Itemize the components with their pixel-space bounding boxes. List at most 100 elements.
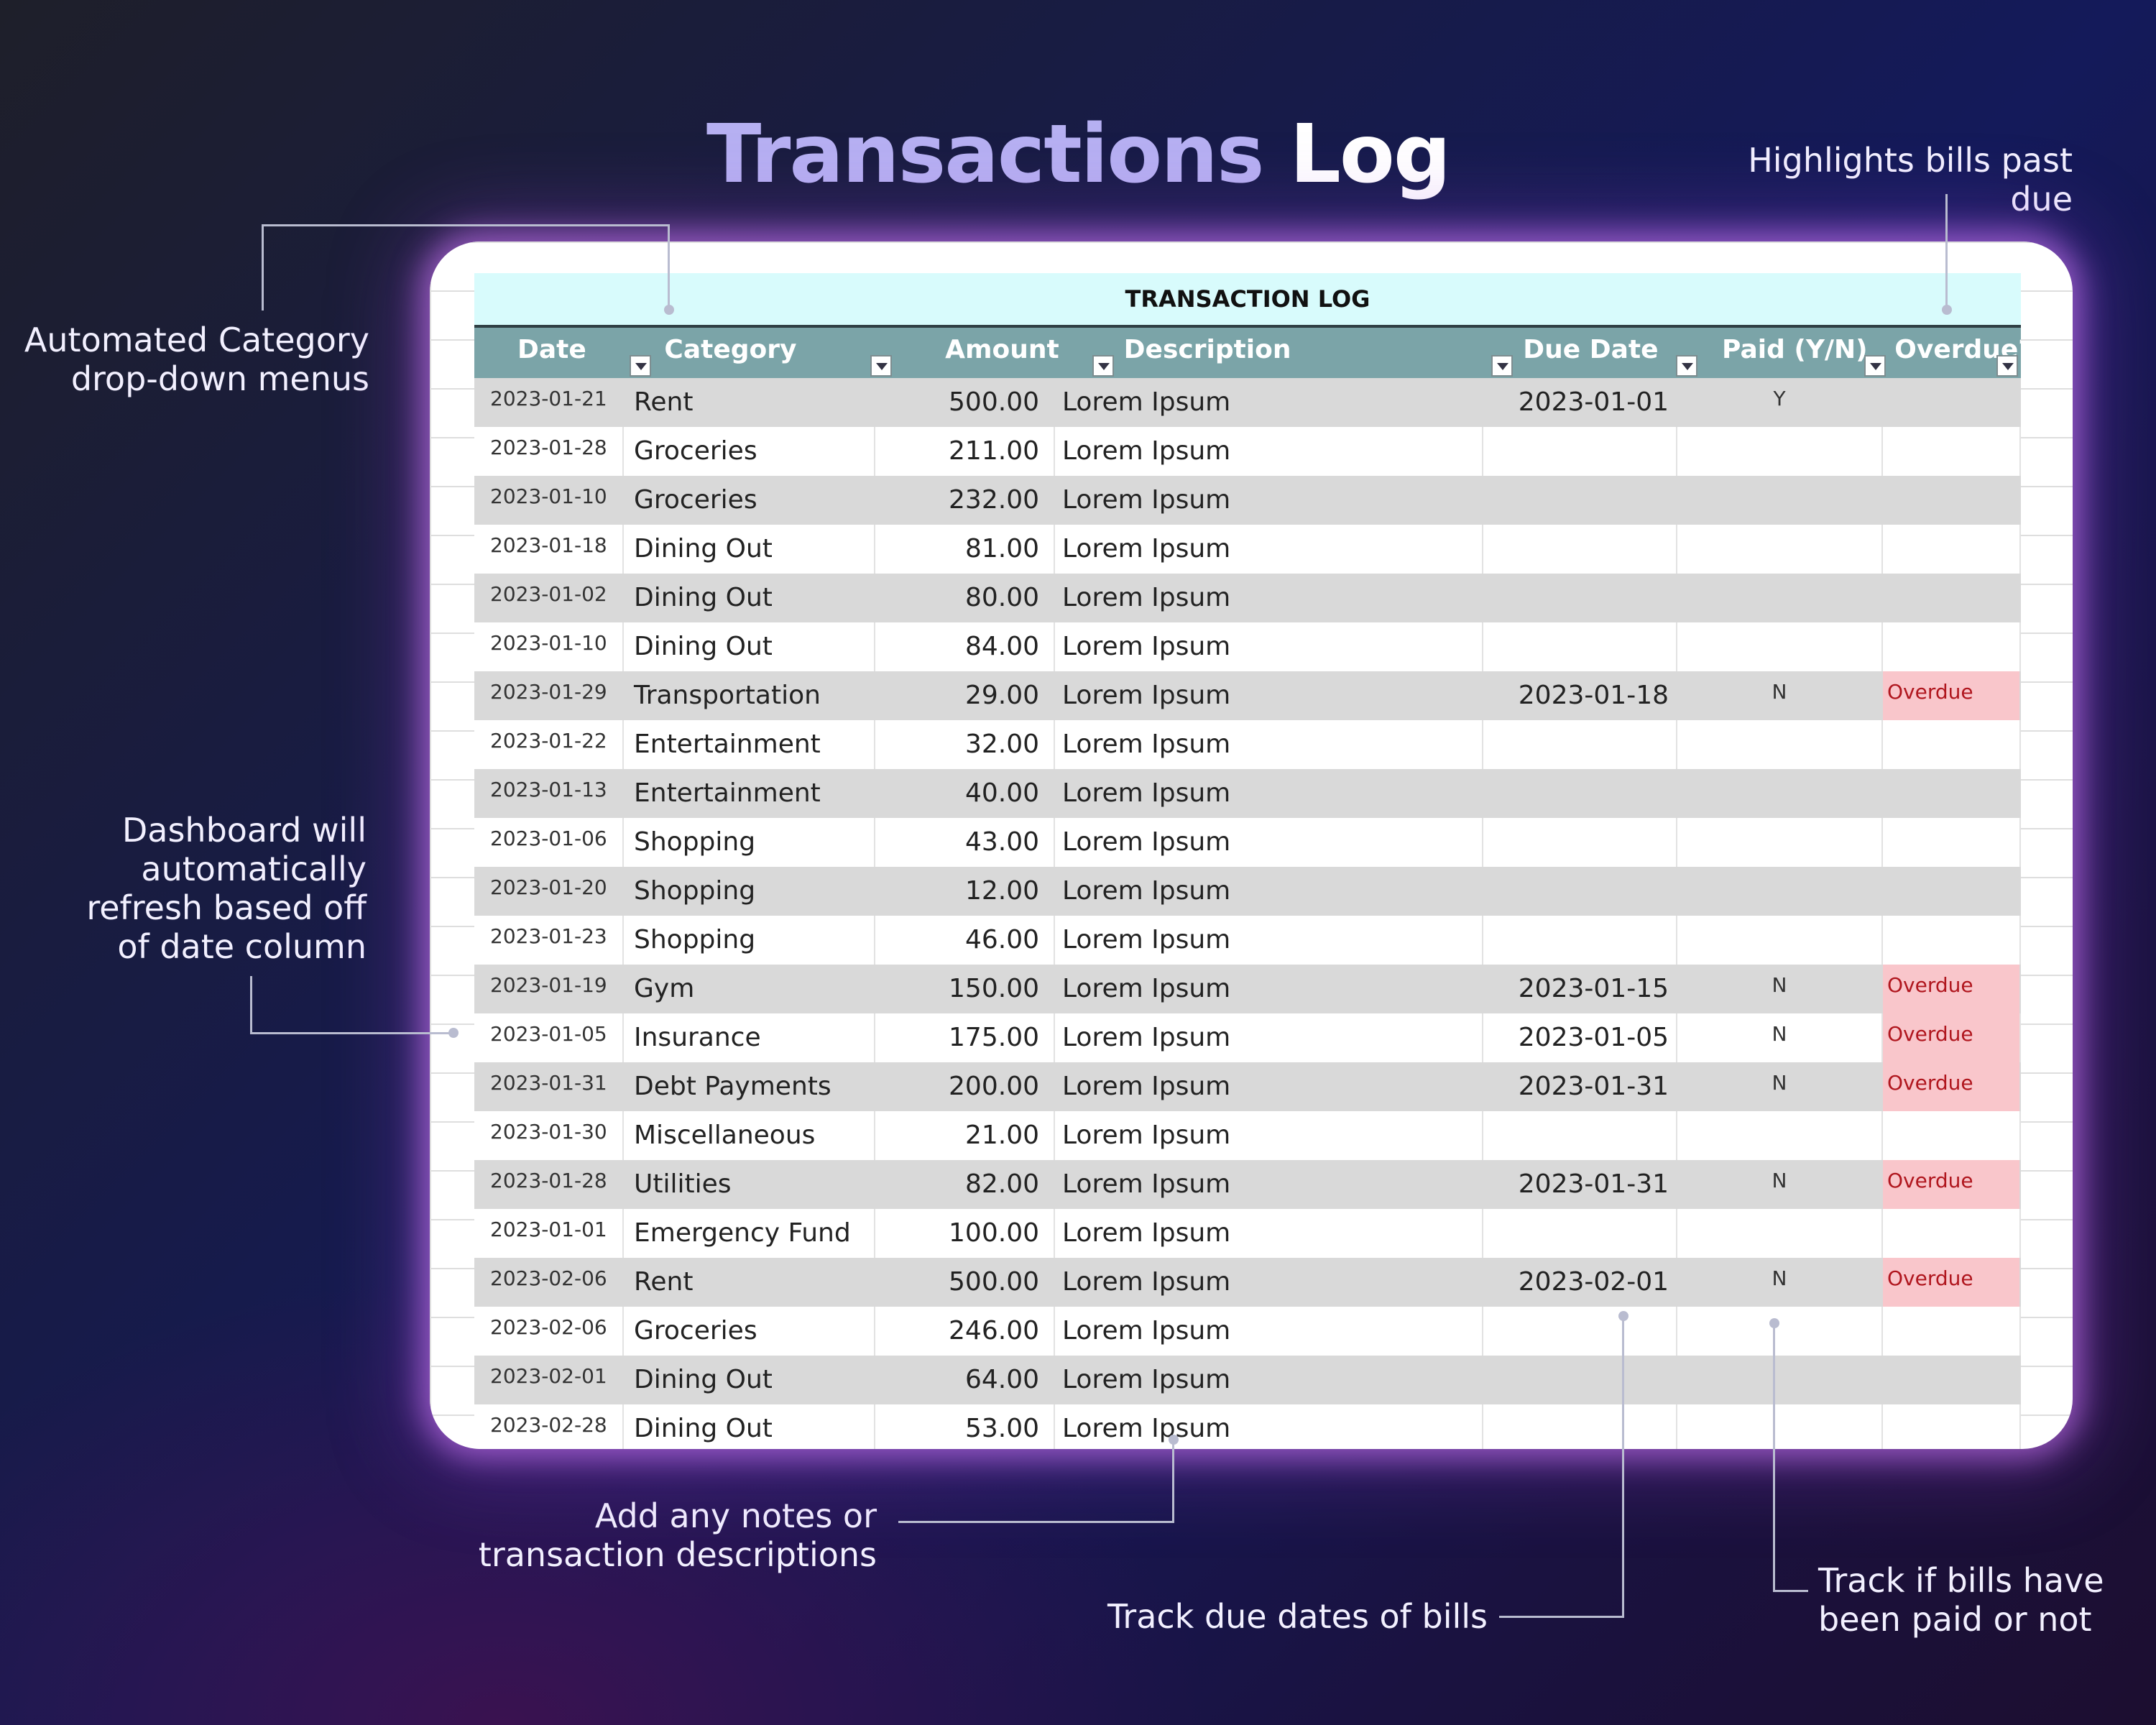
category-cell[interactable]: Dining Out — [624, 1404, 875, 1449]
paid-cell[interactable] — [1677, 622, 1883, 671]
due-date-cell[interactable]: 2023-01-05 — [1483, 1013, 1677, 1062]
due-date-cell[interactable] — [1483, 818, 1677, 867]
overdue-cell[interactable] — [1883, 1404, 2021, 1449]
paid-cell[interactable] — [1677, 1307, 1883, 1356]
paid-cell[interactable]: Y — [1677, 378, 1883, 427]
description-cell[interactable]: Lorem Ipsum — [1055, 476, 1483, 525]
filter-dropdown-icon[interactable] — [1092, 355, 1114, 377]
amount-cell[interactable]: 46.00 — [875, 916, 1055, 965]
paid-cell[interactable] — [1677, 1356, 1883, 1404]
overdue-cell[interactable] — [1883, 818, 2021, 867]
overdue-cell[interactable] — [1883, 378, 2021, 427]
overdue-cell[interactable]: Overdue — [1883, 1062, 2021, 1111]
amount-cell[interactable]: 64.00 — [875, 1356, 1055, 1404]
due-date-cell[interactable]: 2023-01-15 — [1483, 965, 1677, 1013]
date-cell[interactable]: 2023-01-29 — [474, 671, 624, 720]
description-cell[interactable]: Lorem Ipsum — [1055, 574, 1483, 622]
date-cell[interactable]: 2023-01-19 — [474, 965, 624, 1013]
filter-dropdown-icon[interactable] — [630, 355, 652, 377]
amount-cell[interactable]: 232.00 — [875, 476, 1055, 525]
due-date-cell[interactable] — [1483, 1307, 1677, 1356]
amount-cell[interactable]: 53.00 — [875, 1404, 1055, 1449]
category-cell[interactable]: Dining Out — [624, 574, 875, 622]
amount-cell[interactable]: 150.00 — [875, 965, 1055, 1013]
category-cell[interactable]: Gym — [624, 965, 875, 1013]
col-due-date-header[interactable]: Due Date — [1516, 328, 1700, 378]
date-cell[interactable]: 2023-01-18 — [474, 525, 624, 574]
date-cell[interactable]: 2023-02-06 — [474, 1307, 624, 1356]
col-description-header[interactable]: Description — [1117, 328, 1516, 378]
date-cell[interactable]: 2023-01-13 — [474, 769, 624, 818]
category-cell[interactable]: Utilities — [624, 1160, 875, 1209]
amount-cell[interactable]: 246.00 — [875, 1307, 1055, 1356]
overdue-cell[interactable] — [1883, 1209, 2021, 1258]
description-cell[interactable]: Lorem Ipsum — [1055, 1062, 1483, 1111]
date-cell[interactable]: 2023-01-28 — [474, 427, 624, 476]
category-cell[interactable]: Rent — [624, 378, 875, 427]
paid-cell[interactable]: N — [1677, 671, 1883, 720]
date-cell[interactable]: 2023-01-28 — [474, 1160, 624, 1209]
due-date-cell[interactable]: 2023-01-18 — [1483, 671, 1677, 720]
category-cell[interactable]: Miscellaneous — [624, 1111, 875, 1160]
date-cell[interactable]: 2023-02-06 — [474, 1258, 624, 1307]
amount-cell[interactable]: 500.00 — [875, 378, 1055, 427]
amount-cell[interactable]: 29.00 — [875, 671, 1055, 720]
date-cell[interactable]: 2023-01-21 — [474, 378, 624, 427]
filter-dropdown-icon[interactable] — [1864, 355, 1886, 377]
paid-cell[interactable] — [1677, 1111, 1883, 1160]
paid-cell[interactable]: N — [1677, 1062, 1883, 1111]
description-cell[interactable]: Lorem Ipsum — [1055, 769, 1483, 818]
amount-cell[interactable]: 84.00 — [875, 622, 1055, 671]
filter-dropdown-icon[interactable] — [870, 355, 892, 377]
date-cell[interactable]: 2023-01-05 — [474, 1013, 624, 1062]
paid-cell[interactable] — [1677, 769, 1883, 818]
category-cell[interactable]: Groceries — [624, 427, 875, 476]
due-date-cell[interactable] — [1483, 525, 1677, 574]
paid-cell[interactable]: N — [1677, 1160, 1883, 1209]
description-cell[interactable]: Lorem Ipsum — [1055, 525, 1483, 574]
category-cell[interactable]: Entertainment — [624, 769, 875, 818]
amount-cell[interactable]: 43.00 — [875, 818, 1055, 867]
paid-cell[interactable] — [1677, 916, 1883, 965]
due-date-cell[interactable] — [1483, 916, 1677, 965]
due-date-cell[interactable] — [1483, 427, 1677, 476]
overdue-cell[interactable] — [1883, 622, 2021, 671]
category-cell[interactable]: Shopping — [624, 818, 875, 867]
paid-cell[interactable] — [1677, 1209, 1883, 1258]
paid-cell[interactable] — [1677, 818, 1883, 867]
due-date-cell[interactable] — [1483, 1209, 1677, 1258]
due-date-cell[interactable]: 2023-01-01 — [1483, 378, 1677, 427]
date-cell[interactable]: 2023-01-10 — [474, 622, 624, 671]
overdue-cell[interactable]: Overdue — [1883, 671, 2021, 720]
overdue-cell[interactable] — [1883, 574, 2021, 622]
description-cell[interactable]: Lorem Ipsum — [1055, 1013, 1483, 1062]
amount-cell[interactable]: 211.00 — [875, 427, 1055, 476]
date-cell[interactable]: 2023-01-23 — [474, 916, 624, 965]
paid-cell[interactable] — [1677, 525, 1883, 574]
date-cell[interactable]: 2023-02-28 — [474, 1404, 624, 1449]
category-cell[interactable]: Dining Out — [624, 1356, 875, 1404]
date-cell[interactable]: 2023-01-31 — [474, 1062, 624, 1111]
category-cell[interactable]: Dining Out — [624, 622, 875, 671]
overdue-cell[interactable] — [1883, 476, 2021, 525]
filter-dropdown-icon[interactable] — [1676, 355, 1698, 377]
overdue-cell[interactable]: Overdue — [1883, 1013, 2021, 1062]
amount-cell[interactable]: 100.00 — [875, 1209, 1055, 1258]
date-cell[interactable]: 2023-01-01 — [474, 1209, 624, 1258]
due-date-cell[interactable] — [1483, 476, 1677, 525]
amount-cell[interactable]: 12.00 — [875, 867, 1055, 916]
date-cell[interactable]: 2023-02-01 — [474, 1356, 624, 1404]
description-cell[interactable]: Lorem Ipsum — [1055, 1356, 1483, 1404]
overdue-cell[interactable] — [1883, 1356, 2021, 1404]
category-cell[interactable]: Debt Payments — [624, 1062, 875, 1111]
col-category-header[interactable]: Category — [654, 328, 894, 378]
category-cell[interactable]: Rent — [624, 1258, 875, 1307]
overdue-cell[interactable] — [1883, 720, 2021, 769]
paid-cell[interactable] — [1677, 1404, 1883, 1449]
due-date-cell[interactable] — [1483, 720, 1677, 769]
description-cell[interactable]: Lorem Ipsum — [1055, 1160, 1483, 1209]
overdue-cell[interactable]: Overdue — [1883, 1160, 2021, 1209]
date-cell[interactable]: 2023-01-06 — [474, 818, 624, 867]
due-date-cell[interactable]: 2023-01-31 — [1483, 1160, 1677, 1209]
due-date-cell[interactable] — [1483, 867, 1677, 916]
